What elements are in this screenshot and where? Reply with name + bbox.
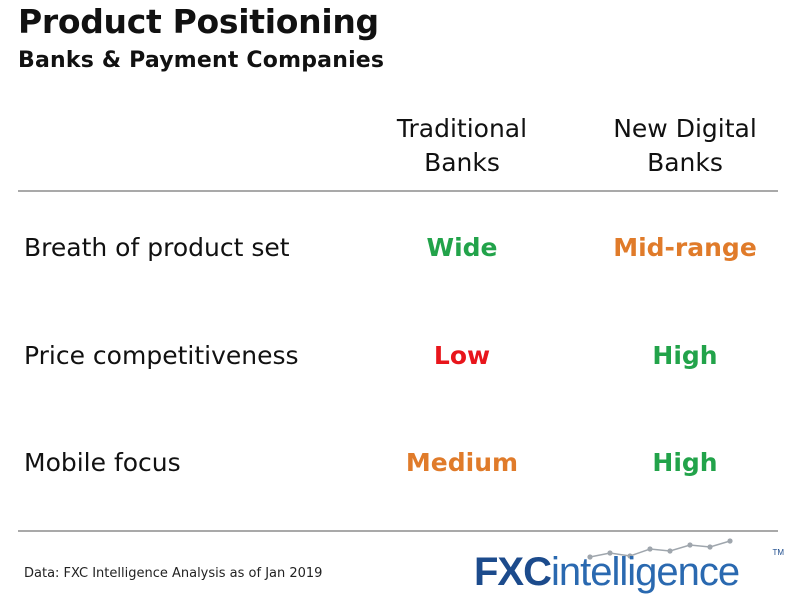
cell-value: Wide bbox=[426, 233, 498, 262]
cell-value: Low bbox=[433, 341, 491, 370]
row-label-mobile: Mobile focus bbox=[24, 448, 181, 477]
column-header-new-digital-banks: New Digital Banks bbox=[585, 112, 785, 180]
logo-intelligence-text: intelligence bbox=[551, 550, 740, 594]
source-footnote: Data: FXC Intelligence Analysis as of Ja… bbox=[24, 566, 323, 581]
page-title: Product Positioning bbox=[18, 2, 379, 41]
column-header-traditional-banks: Traditional Banks bbox=[362, 112, 562, 180]
cell-value: Medium bbox=[405, 448, 519, 477]
table-bottom-divider bbox=[18, 530, 778, 532]
row-label-breadth: Breath of product set bbox=[24, 233, 290, 262]
cell-value: High bbox=[652, 448, 718, 477]
sparkline-icon bbox=[587, 538, 733, 560]
page-subtitle: Banks & Payment Companies bbox=[18, 48, 385, 73]
logo-fxc-text: FXC bbox=[474, 550, 552, 594]
cell-value: Mid-range bbox=[613, 233, 757, 262]
row-label-price: Price competitiveness bbox=[24, 341, 299, 370]
column-header-line: Banks bbox=[424, 148, 500, 177]
fxc-intelligence-logo: FXCintelligence TM bbox=[474, 536, 784, 600]
table-top-divider bbox=[18, 190, 778, 192]
trademark-mark: TM bbox=[772, 548, 784, 557]
column-header-line: Banks bbox=[647, 148, 723, 177]
column-header-line: New Digital bbox=[613, 114, 757, 143]
logo-wordmark: FXCintelligence bbox=[474, 550, 740, 595]
cell-value: High bbox=[652, 341, 718, 370]
column-header-line: Traditional bbox=[396, 114, 528, 143]
